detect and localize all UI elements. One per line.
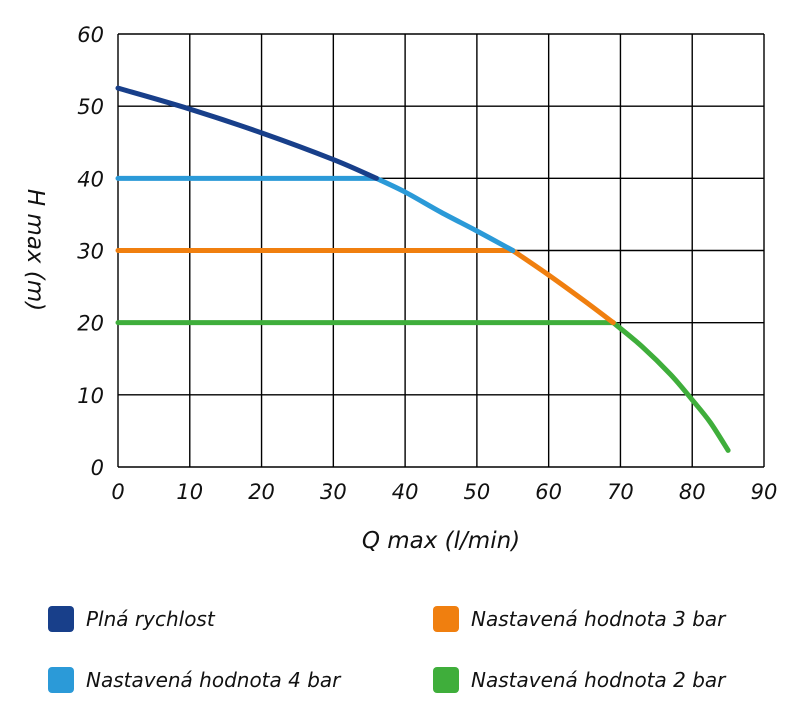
x-tick-label: 90 <box>751 480 778 504</box>
y-tick-label: 40 <box>77 167 104 191</box>
y-tick-label: 30 <box>77 240 104 264</box>
x-tick-labels: 0 10 20 30 40 50 60 70 80 90 <box>111 480 777 504</box>
x-tick-label: 50 <box>464 480 491 504</box>
y-tick-label: 10 <box>77 384 104 408</box>
y-tick-label: 60 <box>77 23 104 47</box>
series-line-3-bar <box>115 248 616 326</box>
x-tick-label: 30 <box>320 480 347 504</box>
x-axis-title: Q max (l/min) <box>362 528 520 554</box>
series-line-full-speed <box>115 85 379 181</box>
x-tick-label: 80 <box>679 480 706 504</box>
y-tick-labels: 0 10 20 30 40 50 60 <box>77 23 104 480</box>
y-tick-label: 50 <box>77 95 104 119</box>
x-tick-label: 70 <box>607 480 634 504</box>
x-tick-label: 60 <box>535 480 562 504</box>
x-tick-label: 10 <box>176 480 203 504</box>
series-line-4-bar <box>115 175 516 253</box>
y-tick-label: 0 <box>91 456 104 480</box>
series-line-2-bar <box>115 320 731 453</box>
y-axis-title: H max (m) <box>22 189 48 311</box>
y-tick-label: 20 <box>77 312 104 336</box>
x-tick-label: 40 <box>392 480 419 504</box>
series-lines <box>115 85 731 453</box>
x-tick-label: 20 <box>248 480 275 504</box>
x-tick-label: 0 <box>111 480 124 504</box>
